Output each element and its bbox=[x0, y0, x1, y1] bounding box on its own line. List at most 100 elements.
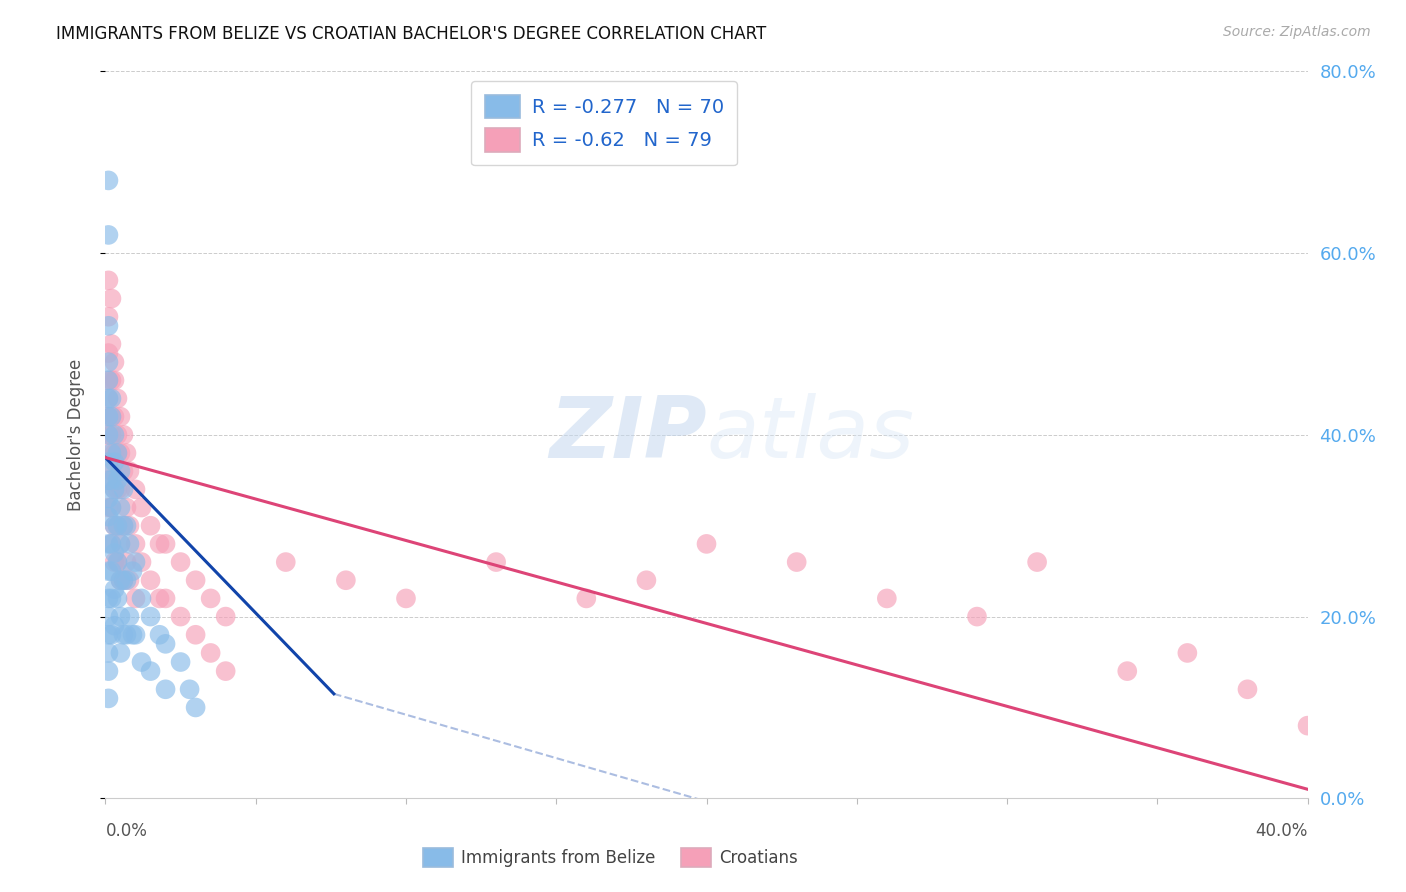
Point bbox=[103, 555, 125, 569]
Point bbox=[395, 591, 418, 606]
Point bbox=[103, 483, 125, 497]
Point bbox=[97, 428, 120, 442]
Text: atlas: atlas bbox=[707, 393, 914, 476]
Point bbox=[115, 573, 138, 587]
Point bbox=[97, 227, 120, 242]
Point bbox=[103, 355, 125, 369]
Point bbox=[97, 455, 120, 469]
Point bbox=[97, 628, 120, 642]
Point bbox=[1026, 555, 1049, 569]
Point bbox=[184, 628, 207, 642]
Text: Source: ZipAtlas.com: Source: ZipAtlas.com bbox=[1223, 25, 1371, 39]
Point bbox=[112, 428, 135, 442]
Point bbox=[115, 518, 138, 533]
Point bbox=[169, 555, 191, 569]
Point bbox=[876, 591, 898, 606]
Point bbox=[155, 682, 177, 697]
Point bbox=[97, 609, 120, 624]
Text: 40.0%: 40.0% bbox=[1256, 822, 1308, 840]
Point bbox=[169, 655, 191, 669]
Point bbox=[100, 373, 122, 387]
Point bbox=[97, 473, 120, 487]
Point bbox=[155, 591, 177, 606]
Point bbox=[100, 537, 122, 551]
Point bbox=[112, 573, 135, 587]
Point bbox=[131, 655, 153, 669]
Point bbox=[103, 373, 125, 387]
Point bbox=[1296, 719, 1319, 733]
Point bbox=[131, 555, 153, 569]
Point bbox=[155, 537, 177, 551]
Point bbox=[118, 537, 141, 551]
Point bbox=[115, 628, 138, 642]
Point bbox=[100, 292, 122, 306]
Point bbox=[786, 555, 808, 569]
Point bbox=[139, 573, 162, 587]
Point bbox=[103, 518, 125, 533]
Point bbox=[115, 555, 138, 569]
Point bbox=[107, 446, 129, 460]
Point bbox=[184, 573, 207, 587]
Point bbox=[103, 455, 125, 469]
Point bbox=[148, 591, 170, 606]
Point bbox=[100, 464, 122, 478]
Point bbox=[110, 609, 132, 624]
Point bbox=[100, 500, 122, 515]
Point bbox=[103, 446, 125, 460]
Point bbox=[112, 518, 135, 533]
Point bbox=[124, 555, 146, 569]
Point bbox=[110, 409, 132, 424]
Point bbox=[110, 573, 132, 587]
Point bbox=[575, 591, 598, 606]
Point bbox=[110, 537, 132, 551]
Point bbox=[214, 664, 236, 678]
Point bbox=[97, 473, 120, 487]
Point bbox=[97, 173, 120, 187]
Point bbox=[100, 392, 122, 406]
Point bbox=[97, 346, 120, 360]
Point bbox=[107, 483, 129, 497]
Point bbox=[107, 473, 129, 487]
Point bbox=[274, 555, 297, 569]
Point bbox=[115, 500, 138, 515]
Point bbox=[124, 537, 146, 551]
Point bbox=[118, 464, 141, 478]
Point bbox=[184, 700, 207, 714]
Point bbox=[124, 591, 146, 606]
Point bbox=[636, 573, 658, 587]
Point bbox=[97, 373, 120, 387]
Point bbox=[118, 518, 141, 533]
Point bbox=[97, 409, 120, 424]
Point bbox=[115, 446, 138, 460]
Point bbox=[97, 537, 120, 551]
Point bbox=[97, 446, 120, 460]
Point bbox=[103, 483, 125, 497]
Point bbox=[121, 564, 143, 578]
Point bbox=[103, 518, 125, 533]
Point bbox=[100, 446, 122, 460]
Point bbox=[169, 609, 191, 624]
Point bbox=[214, 609, 236, 624]
Point bbox=[1236, 682, 1258, 697]
Point bbox=[110, 483, 132, 497]
Point bbox=[107, 428, 129, 442]
Point bbox=[100, 428, 122, 442]
Point bbox=[335, 573, 357, 587]
Point bbox=[100, 409, 122, 424]
Point bbox=[100, 473, 122, 487]
Point bbox=[103, 546, 125, 560]
Point bbox=[100, 564, 122, 578]
Point bbox=[966, 609, 988, 624]
Point bbox=[110, 646, 132, 660]
Point bbox=[112, 628, 135, 642]
Point bbox=[1116, 664, 1139, 678]
Text: 0.0%: 0.0% bbox=[105, 822, 148, 840]
Point bbox=[110, 464, 132, 478]
Y-axis label: Bachelor's Degree: Bachelor's Degree bbox=[66, 359, 84, 511]
Point bbox=[97, 664, 120, 678]
Point bbox=[110, 500, 132, 515]
Point bbox=[103, 618, 125, 632]
Point bbox=[107, 392, 129, 406]
Point bbox=[107, 591, 129, 606]
Point bbox=[200, 591, 222, 606]
